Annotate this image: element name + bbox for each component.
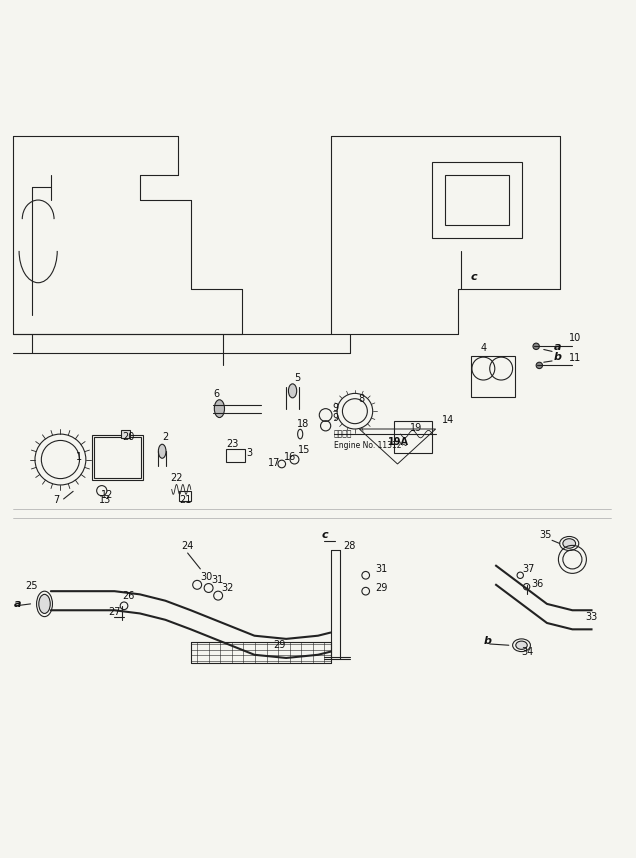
Text: 36: 36 xyxy=(531,579,543,589)
Text: 22: 22 xyxy=(170,473,183,483)
Text: 19: 19 xyxy=(410,423,422,433)
Text: c: c xyxy=(471,271,477,281)
Bar xyxy=(226,450,245,462)
Text: 9: 9 xyxy=(332,403,338,414)
Text: 26: 26 xyxy=(122,591,134,601)
Text: 18: 18 xyxy=(297,419,309,429)
Text: 33: 33 xyxy=(585,612,597,622)
Text: 3: 3 xyxy=(247,448,253,457)
Text: 5: 5 xyxy=(294,373,300,384)
Text: 1: 1 xyxy=(76,451,83,462)
Bar xyxy=(432,162,522,239)
Bar xyxy=(179,492,191,501)
Text: 29: 29 xyxy=(375,583,387,593)
Text: 9: 9 xyxy=(332,414,338,423)
Ellipse shape xyxy=(516,641,527,650)
Text: 29: 29 xyxy=(273,640,286,650)
Text: 30: 30 xyxy=(200,571,212,582)
Text: 8: 8 xyxy=(358,395,364,404)
Text: 16: 16 xyxy=(284,451,296,462)
Text: 31: 31 xyxy=(375,564,387,574)
Text: 12: 12 xyxy=(100,490,113,499)
Text: a: a xyxy=(553,342,561,352)
Text: 15: 15 xyxy=(298,445,310,455)
Bar xyxy=(445,174,509,226)
Ellipse shape xyxy=(158,444,166,458)
Bar xyxy=(92,435,143,480)
Text: 11: 11 xyxy=(569,353,581,363)
Text: 27: 27 xyxy=(108,607,121,618)
Circle shape xyxy=(533,343,539,349)
Ellipse shape xyxy=(289,384,296,398)
Bar xyxy=(394,420,432,452)
Text: 6: 6 xyxy=(213,390,219,399)
Text: a: a xyxy=(14,599,22,609)
Text: 35: 35 xyxy=(539,530,551,541)
Text: 20: 20 xyxy=(123,432,135,442)
Text: 28: 28 xyxy=(343,541,356,551)
Text: 適用号機
Engine No. 11312~: 適用号機 Engine No. 11312~ xyxy=(334,429,408,450)
Text: 7: 7 xyxy=(53,495,59,505)
Circle shape xyxy=(536,362,543,369)
Text: 19A: 19A xyxy=(388,437,409,447)
Text: 23: 23 xyxy=(226,438,238,449)
Text: c: c xyxy=(321,530,328,541)
Text: 4: 4 xyxy=(480,343,487,353)
Text: 25: 25 xyxy=(25,581,38,591)
Text: 2: 2 xyxy=(162,432,169,442)
Text: 17: 17 xyxy=(268,458,280,468)
Bar xyxy=(94,438,141,478)
Ellipse shape xyxy=(563,539,576,548)
Text: 13: 13 xyxy=(99,495,111,505)
Text: 37: 37 xyxy=(523,564,535,574)
Text: b: b xyxy=(553,353,562,362)
Text: 34: 34 xyxy=(522,647,534,656)
Text: 31: 31 xyxy=(212,575,224,585)
Text: 14: 14 xyxy=(442,414,454,425)
Ellipse shape xyxy=(214,400,225,418)
Text: b: b xyxy=(483,636,492,646)
Text: 24: 24 xyxy=(181,541,193,551)
Ellipse shape xyxy=(39,595,50,613)
Bar xyxy=(471,356,515,397)
Text: 10: 10 xyxy=(569,333,581,343)
Text: 21: 21 xyxy=(179,495,191,505)
Bar xyxy=(121,430,130,438)
Text: 32: 32 xyxy=(221,583,233,593)
